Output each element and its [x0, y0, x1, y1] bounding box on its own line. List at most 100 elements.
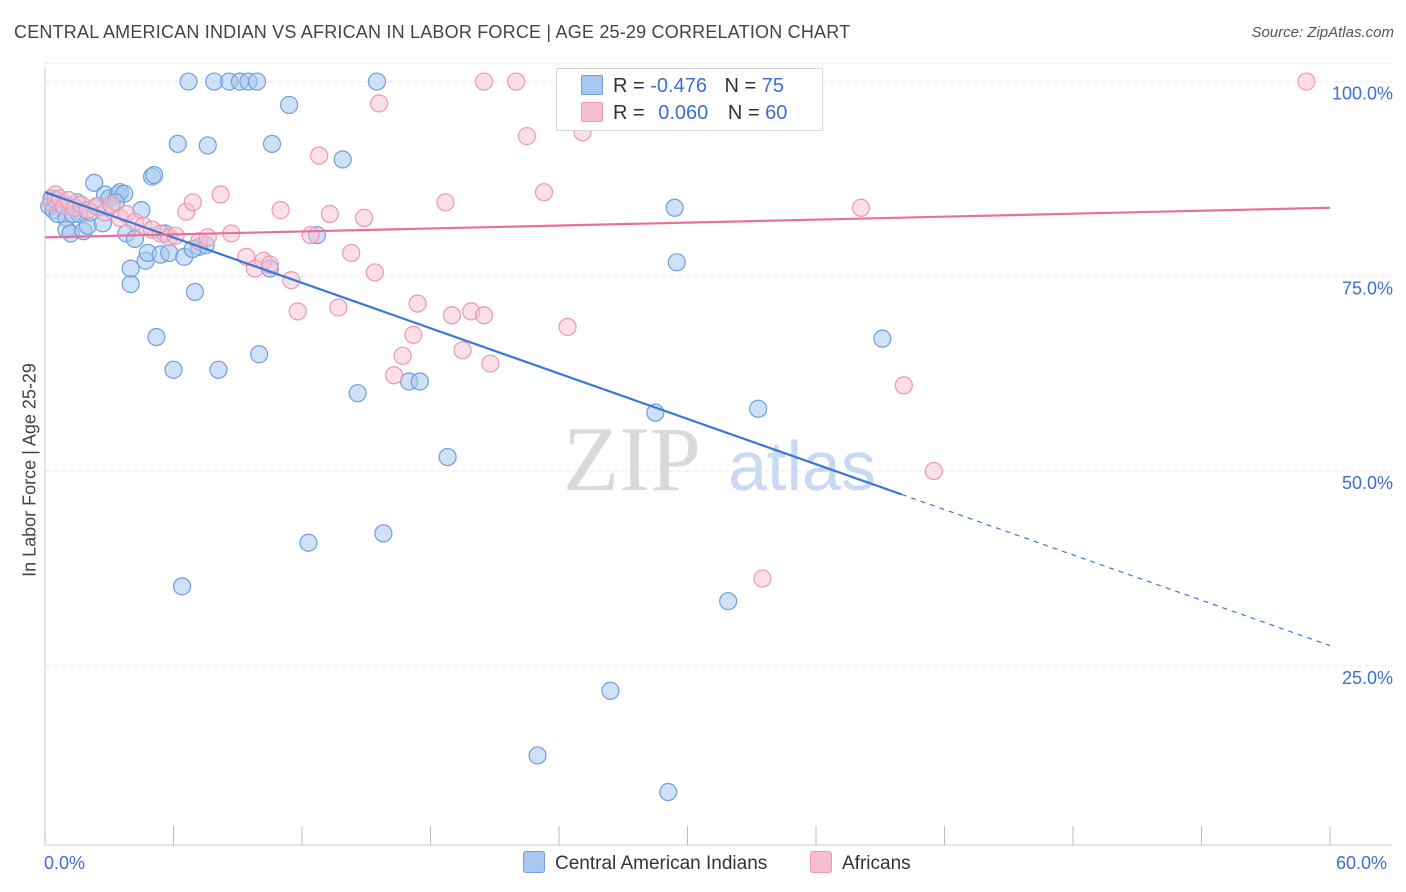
point-africans-36 [342, 243, 361, 263]
point-central-american-indians-29 [145, 165, 164, 185]
legend-n-label: N = [727, 102, 760, 124]
point-africans-29 [271, 201, 290, 220]
legend-n-value: 75 [761, 75, 785, 97]
point-africans-39 [370, 94, 389, 113]
point-central-american-indians-61 [438, 447, 457, 467]
point-central-american-indians-36 [172, 577, 192, 596]
point-africans-44 [436, 193, 455, 212]
point-central-american-indians-35 [168, 134, 187, 153]
y-tick-label-75: 75.0% [1342, 278, 1393, 298]
point-central-american-indians-65 [659, 782, 678, 802]
x-tick-label-min: 0.0% [44, 853, 86, 873]
watermark-zip: ZIP [563, 408, 701, 510]
point-africans-34 [320, 204, 339, 224]
series-legend-label: Central American Indians [555, 853, 768, 874]
point-central-american-indians-51 [262, 134, 282, 153]
legend-n-value: 60 [765, 102, 788, 124]
series-legend-swatch-pink [810, 851, 832, 873]
point-africans-54 [558, 317, 577, 337]
point-africans-41 [393, 346, 412, 365]
point-africans-61 [1297, 72, 1316, 91]
point-africans-53 [534, 183, 554, 202]
legend-r-label: R = [613, 102, 645, 124]
point-africans-50 [474, 72, 494, 91]
legend-r-value: -0.476 [650, 75, 707, 97]
y-tick-label-100: 100.0% [1332, 84, 1393, 104]
legend-r-label: R = [613, 75, 645, 97]
correlation-legend: R = -0.476 N = 75 R = 0.060 N = 60 [556, 68, 823, 131]
x-tick-label-max: 60.0% [1336, 853, 1388, 873]
point-central-american-indians-30 [147, 327, 166, 347]
series-legend-item-africans: Africans [810, 851, 911, 875]
point-africans-58 [851, 198, 871, 217]
point-africans-31 [288, 302, 307, 321]
watermark: ZIP atlas [563, 408, 876, 510]
point-africans-23 [211, 185, 230, 204]
point-central-american-indians-70 [873, 329, 892, 348]
point-africans-33 [310, 146, 329, 165]
legend-r-value: 0.060 [658, 102, 709, 124]
point-central-american-indians-55 [333, 150, 352, 169]
point-africans-46 [453, 341, 472, 360]
point-central-american-indians-63 [601, 681, 620, 700]
legend-n-label: N = [724, 75, 757, 97]
point-africans-52 [517, 127, 536, 146]
point-africans-32 [301, 225, 320, 245]
point-central-american-indians-13 [85, 173, 104, 192]
point-africans-48 [474, 306, 494, 325]
y-tick-label-50: 50.0% [1342, 473, 1393, 493]
point-africans-37 [355, 208, 374, 228]
point-central-american-indians-23 [121, 259, 140, 278]
point-central-american-indians-66 [665, 198, 684, 217]
point-africans-40 [384, 366, 404, 385]
point-central-american-indians-57 [367, 72, 387, 91]
y-tick-labels: 25.0% 50.0% 75.0% 100.0% [1332, 84, 1393, 688]
point-central-american-indians-49 [250, 345, 269, 364]
point-central-american-indians-58 [374, 524, 393, 543]
point-africans-43 [408, 294, 427, 313]
point-africans-38 [365, 263, 384, 282]
series-legend-label: Africans [842, 853, 911, 874]
grid [45, 63, 1392, 667]
point-africans-20 [183, 193, 202, 212]
y-tick-label-25: 25.0% [1342, 668, 1393, 688]
series-legend-swatch-blue [523, 851, 545, 873]
point-central-american-indians-22 [121, 275, 140, 294]
point-africans-42 [404, 325, 423, 344]
point-central-american-indians-62 [528, 746, 547, 765]
chart-source: Source: ZipAtlas.com [1251, 24, 1394, 41]
watermark-atlas: atlas [728, 427, 876, 505]
point-africans-49 [481, 354, 500, 373]
point-africans-59 [894, 376, 913, 395]
point-central-american-indians-52 [280, 95, 299, 115]
point-central-american-indians-56 [348, 384, 367, 403]
chart-title: CENTRAL AMERICAN INDIAN VS AFRICAN IN LA… [14, 22, 851, 42]
point-central-american-indians-38 [179, 72, 198, 91]
point-central-american-indians-53 [299, 533, 318, 552]
point-central-american-indians-60 [410, 372, 429, 391]
trend-lines [44, 191, 1331, 647]
point-africans-57 [753, 569, 772, 588]
point-central-american-indians-48 [247, 72, 267, 91]
point-africans-22 [198, 228, 217, 247]
point-central-american-indians-68 [719, 592, 738, 611]
series-legend-item-central-american-indians: Central American Indians [523, 851, 767, 875]
point-africans-45 [442, 306, 462, 325]
point-central-american-indians-67 [667, 253, 686, 272]
series-legend: Central American Indians Africans [0, 851, 1406, 877]
point-africans-51 [507, 72, 526, 91]
axes [44, 66, 1392, 846]
point-central-american-indians-42 [198, 136, 217, 155]
legend-row-africans: R = 0.060 N = 60 [581, 102, 787, 126]
point-africans-35 [329, 298, 348, 317]
trend-line-central-american-indians [44, 191, 903, 496]
point-central-american-indians-44 [209, 360, 228, 379]
point-africans-10 [102, 195, 121, 214]
trend-line-central-american-indians-extension [901, 493, 1331, 647]
trend-line-africans [44, 206, 1331, 239]
point-central-american-indians-39 [185, 282, 205, 302]
point-central-american-indians-34 [164, 360, 183, 379]
point-africans-60 [924, 461, 943, 481]
legend-swatch-pink [581, 102, 603, 122]
